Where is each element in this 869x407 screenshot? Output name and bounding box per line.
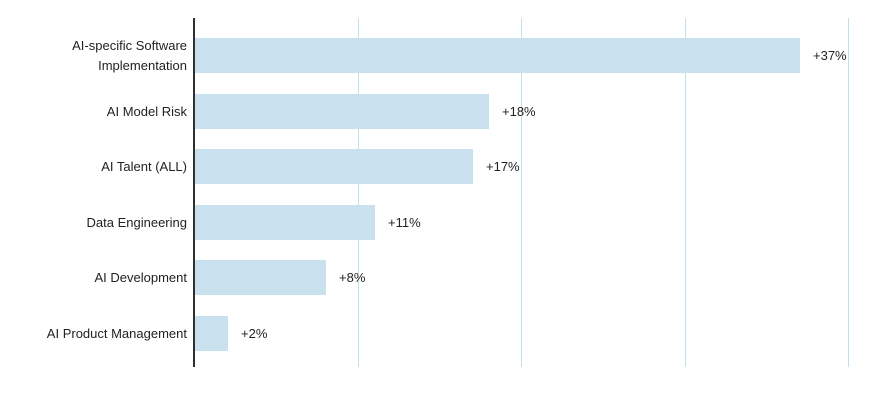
bar: [195, 205, 375, 240]
category-label: AI Development: [94, 269, 188, 285]
bar: [195, 38, 800, 73]
category-label: AI Talent (ALL): [101, 158, 187, 174]
value-label: +18%: [502, 104, 536, 119]
bar: [195, 94, 489, 129]
category-label: Data Engineering: [86, 214, 187, 230]
category-label: AI-specific Software Implementation: [72, 37, 187, 73]
gridline: [848, 18, 849, 367]
bar: [195, 149, 473, 184]
bar: [195, 316, 228, 351]
y-axis-line: [193, 18, 195, 367]
gridline: [521, 18, 522, 367]
gridline: [685, 18, 686, 367]
bar: [195, 260, 326, 295]
gridline: [358, 18, 359, 367]
value-label: +2%: [241, 326, 268, 341]
category-label: AI Product Management: [46, 325, 187, 341]
value-label: +8%: [339, 270, 366, 285]
value-label: +11%: [388, 215, 421, 230]
value-label: +17%: [486, 159, 520, 174]
category-label: AI Model Risk: [106, 103, 187, 119]
value-label: +37%: [813, 48, 847, 63]
